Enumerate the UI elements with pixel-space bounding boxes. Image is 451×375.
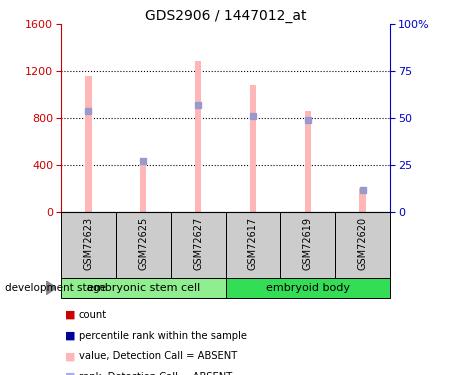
Bar bbox=[170, 212, 226, 278]
Text: percentile rank within the sample: percentile rank within the sample bbox=[79, 331, 247, 340]
Bar bbox=[61, 212, 116, 278]
Bar bbox=[281, 212, 335, 278]
Text: GSM72623: GSM72623 bbox=[83, 217, 93, 270]
Text: ■: ■ bbox=[64, 372, 75, 375]
Text: embryonic stem cell: embryonic stem cell bbox=[87, 283, 200, 293]
Bar bbox=[304, 111, 311, 212]
Text: GSM72619: GSM72619 bbox=[303, 217, 313, 270]
Title: GDS2906 / 1447012_at: GDS2906 / 1447012_at bbox=[145, 9, 306, 23]
Text: ■: ■ bbox=[64, 310, 75, 320]
Bar bbox=[250, 86, 256, 212]
Text: ■: ■ bbox=[64, 351, 75, 361]
Text: GSM72627: GSM72627 bbox=[193, 217, 203, 270]
Bar bbox=[85, 76, 92, 212]
Bar bbox=[359, 188, 366, 212]
Bar bbox=[140, 165, 147, 212]
Bar bbox=[226, 278, 390, 298]
Bar bbox=[226, 212, 281, 278]
Text: GSM72625: GSM72625 bbox=[138, 217, 148, 270]
Text: count: count bbox=[79, 310, 107, 320]
Polygon shape bbox=[46, 281, 56, 295]
Text: rank, Detection Call = ABSENT: rank, Detection Call = ABSENT bbox=[79, 372, 232, 375]
Bar bbox=[116, 212, 170, 278]
Bar bbox=[335, 212, 390, 278]
Text: value, Detection Call = ABSENT: value, Detection Call = ABSENT bbox=[79, 351, 237, 361]
Text: GSM72620: GSM72620 bbox=[358, 217, 368, 270]
Bar bbox=[195, 61, 201, 212]
Text: development stage: development stage bbox=[5, 283, 106, 293]
Text: GSM72617: GSM72617 bbox=[248, 217, 258, 270]
Bar bbox=[61, 278, 226, 298]
Text: embryoid body: embryoid body bbox=[266, 283, 350, 293]
Text: ■: ■ bbox=[64, 331, 75, 340]
